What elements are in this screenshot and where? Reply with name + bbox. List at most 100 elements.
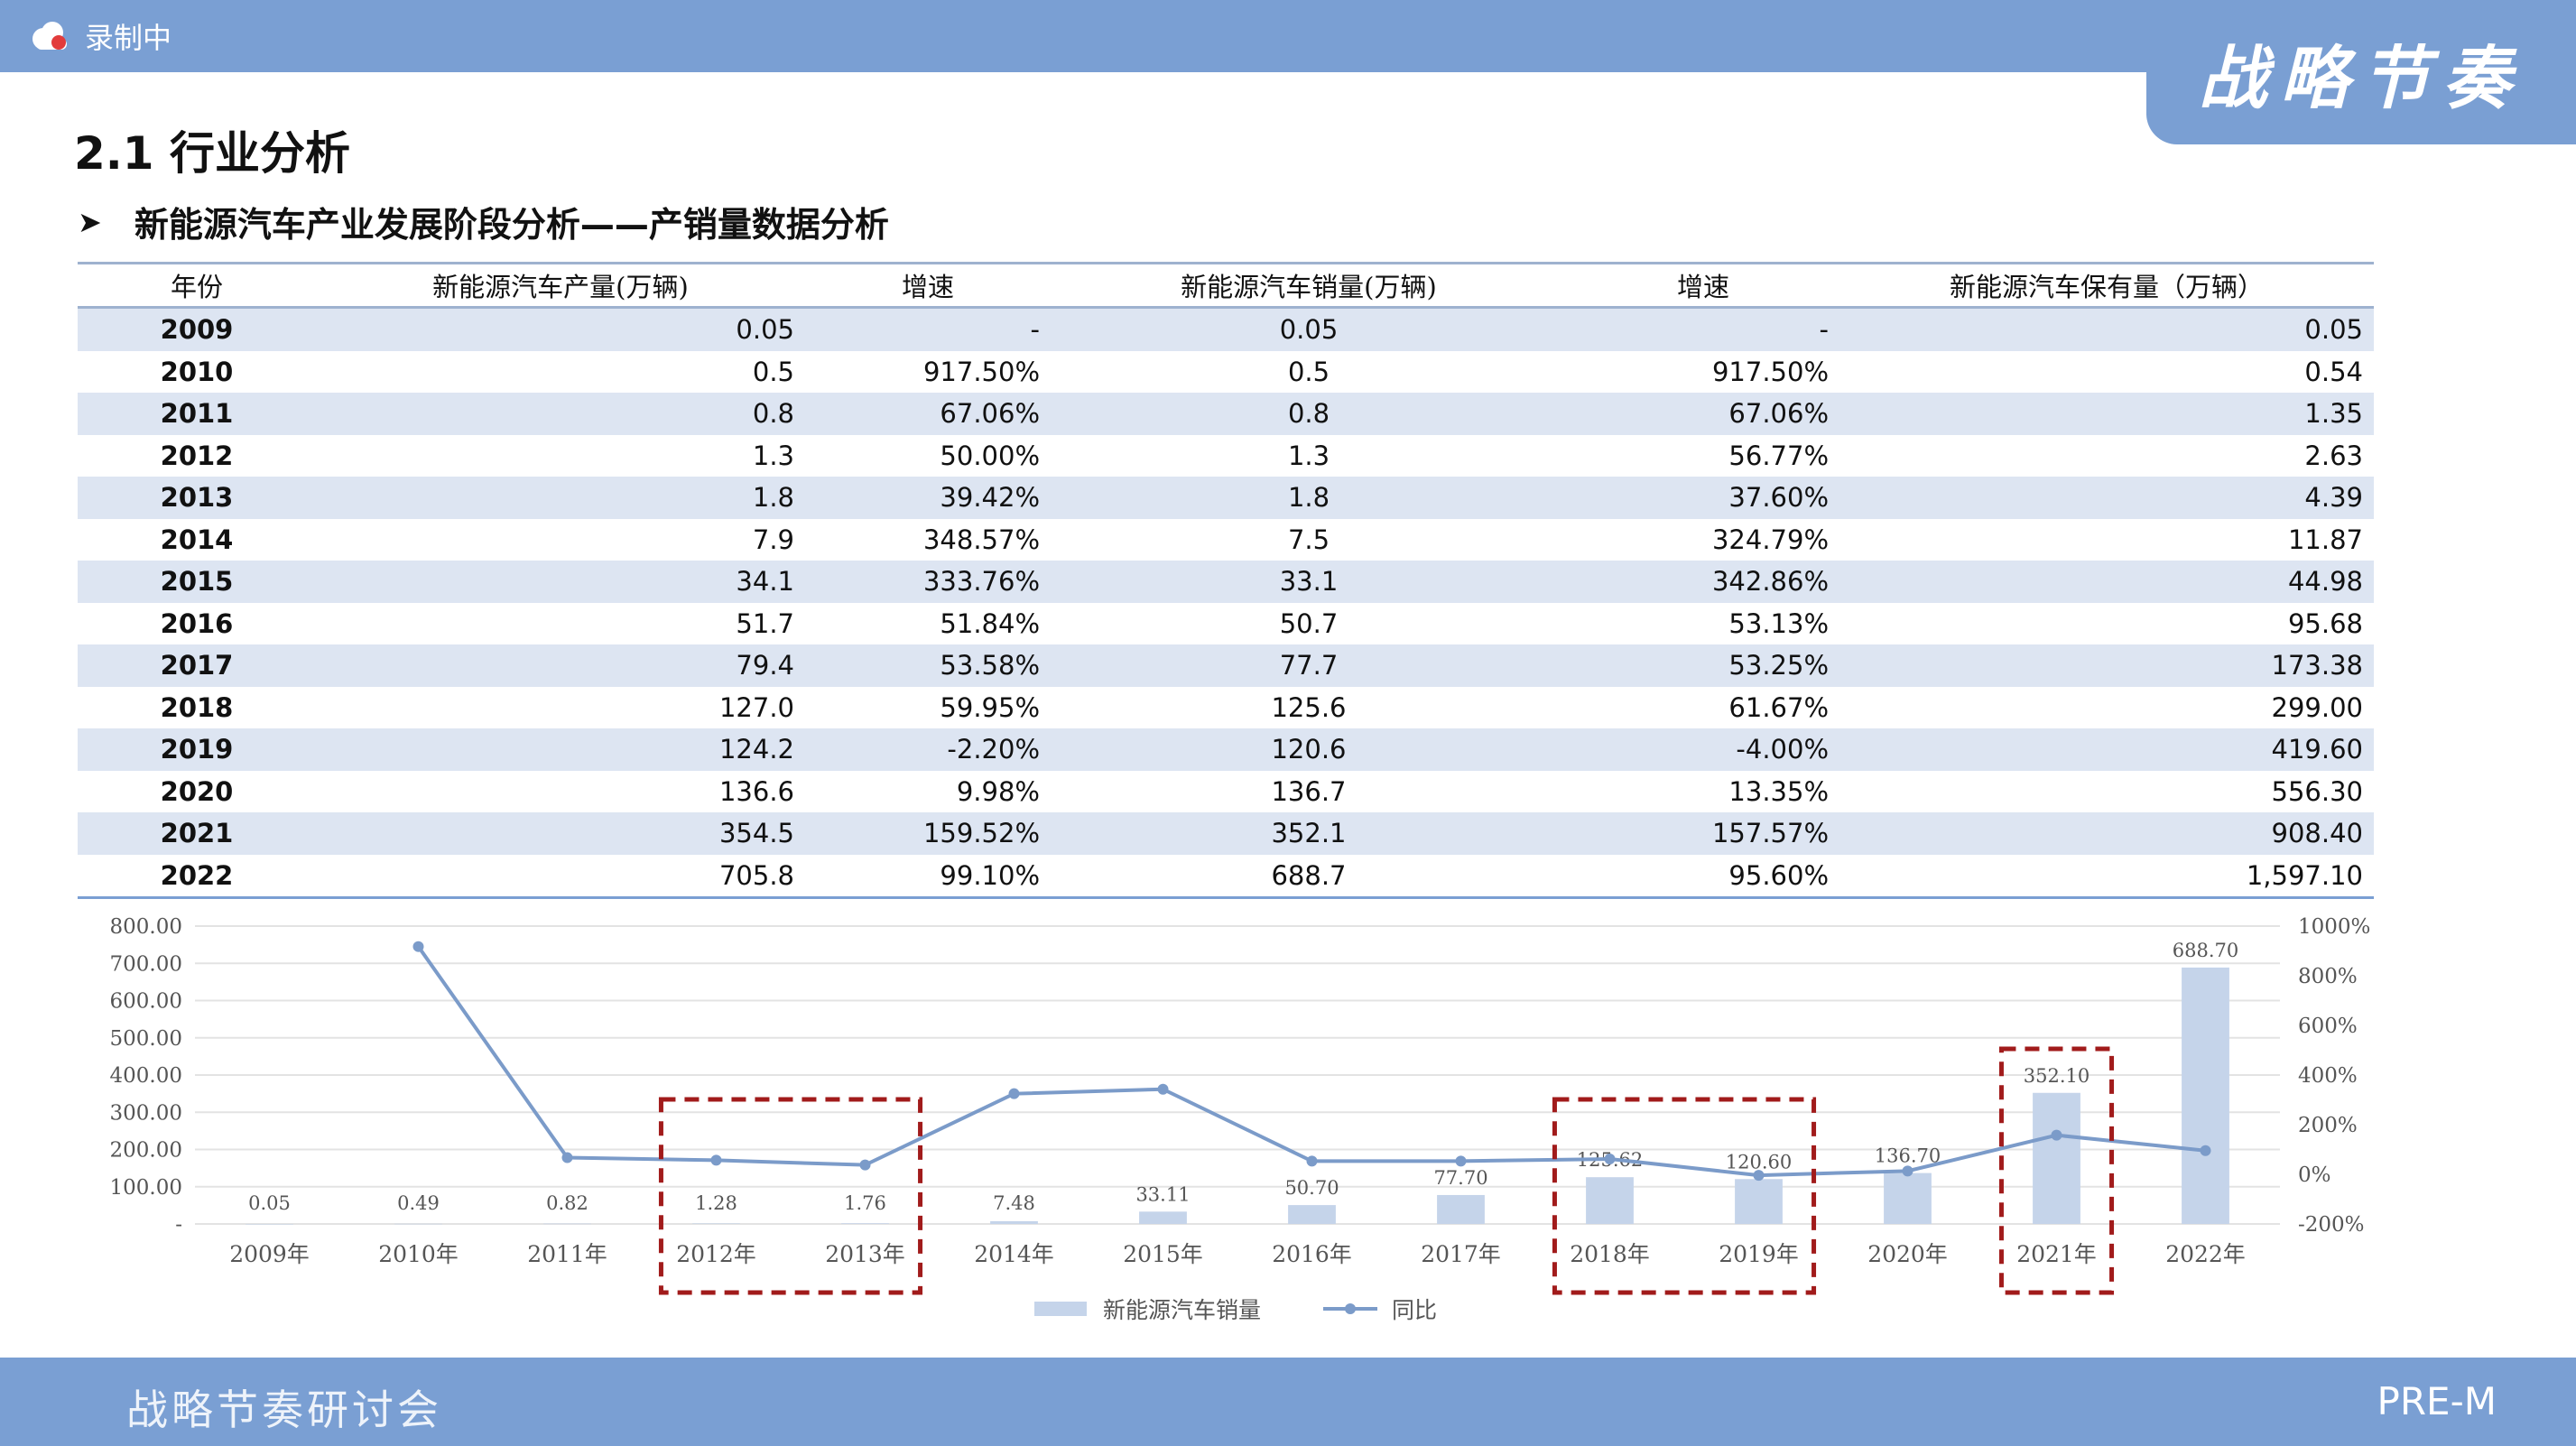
cell-production: 51.7 [736,607,794,639]
cell-sales: 0.8 [1051,393,1567,435]
x-tick-label: 2012年 [676,1241,756,1267]
cell-year: 2022 [78,854,316,899]
y-tick-label: 100.00 [110,1176,182,1200]
cell-sales-growth: 13.35% [1728,775,1829,807]
table-row: 2016 51.7 51.84% 50.7 53.13% 95.68 [78,603,2374,645]
cell-production: 0.05 [316,307,805,351]
x-tick-label: 2010年 [378,1241,459,1267]
cell-sales: 33.1 [1051,561,1567,603]
yoy-point [1604,1154,1616,1165]
cell-ownership: 0.54 [2304,356,2363,387]
highlight-box [1998,1046,2115,1295]
sales-bar [1139,1211,1187,1224]
x-tick-label: 2019年 [1719,1241,1799,1267]
cell-production: 34.1 [316,561,805,603]
cell-sales: 120.6 [1051,728,1567,771]
cell-ownership: 1.35 [1839,393,2374,435]
cell-sales-growth: 157.57% [1567,812,1839,855]
yoy-point [1157,1083,1169,1095]
cell-sales-growth: 67.06% [1567,393,1839,435]
cell-production: 136.6 [718,775,794,807]
table-row: 2018 127.0 59.95% 125.6 61.67% 299.00 [78,687,2374,729]
table-row: 2017 79.4 53.58% 77.7 53.25% 173.38 [78,644,2374,687]
arrow-bullet-icon: ➤ [78,204,102,239]
header-production-growth: 增速 [805,262,1051,309]
yoy-point [412,941,424,952]
footer-bar: 战略节奏研讨会 PRE-M [0,1358,2576,1446]
recording-label: 录制中 [85,21,172,55]
header-sales-growth: 增速 [1567,262,1839,309]
cell-sales-growth: 342.86% [1567,561,1839,603]
x-tick-label: 2017年 [1421,1241,1501,1267]
y2-tick-label: 0% [2298,1163,2331,1187]
table-row: 2020 136.6 9.98% 136.7 13.35% 556.30 [78,771,2374,813]
cell-sales-growth: 53.13% [1728,607,1829,639]
cell-sales: 1.3 [1287,440,1330,471]
bar-value-label: 0.49 [397,1192,440,1214]
x-tick-label: 2014年 [974,1241,1054,1267]
cell-sales-growth: 917.50% [1711,356,1829,387]
cell-ownership: 4.39 [1839,477,2374,519]
sales-bar [543,1223,591,1225]
y-tick-label: 700.00 [110,952,182,976]
x-tick-label: 2015年 [1123,1241,1203,1267]
bar-value-label: 1.76 [844,1192,886,1214]
yoy-point [2051,1129,2062,1141]
cell-production: 7.9 [752,524,794,555]
cell-production-growth: 39.42% [805,477,1051,519]
bar-value-label: 352.10 [2024,1065,2090,1087]
table-row: 2010 0.5 917.50% 0.5 917.50% 0.54 [78,351,2374,394]
yoy-point [1753,1170,1765,1182]
cell-sales: 7.5 [1287,524,1330,555]
cell-production-growth: -2.20% [805,728,1051,771]
cell-sales-growth: - [1567,307,1839,351]
subtitle-text: 新能源汽车产业发展阶段分析——产销量数据分析 [134,205,889,245]
cell-sales-growth: 95.60% [1567,854,1839,899]
yoy-point [561,1152,573,1163]
cell-production-growth: 333.76% [805,561,1051,603]
y-tick-label: 800.00 [110,915,182,939]
cell-ownership: 419.60 [1839,728,2374,771]
yoy-point [2200,1145,2211,1156]
cell-ownership: 173.38 [1839,644,2374,687]
x-tick-label: 2022年 [2165,1241,2246,1267]
header-sales: 新能源汽车销量(万辆) [1051,262,1567,309]
cell-sales-growth: 37.60% [1567,477,1839,519]
cell-sales-growth: 324.79% [1711,524,1829,555]
y2-tick-label: 600% [2298,1015,2358,1038]
footer-event-title: 战略节奏研讨会 [126,1386,442,1434]
cell-year: 2018 [160,691,234,723]
cell-ownership: 299.00 [2271,691,2363,723]
cell-production: 79.4 [316,644,805,687]
cell-sales: 688.7 [1051,854,1567,899]
cell-year: 2009 [78,307,316,351]
recording-indicator[interactable]: 录制中 [27,16,171,56]
cell-ownership: 11.87 [2287,524,2363,555]
y-tick-label: 600.00 [110,990,182,1014]
y2-tick-label: 200% [2298,1114,2358,1137]
footer-code: PRE-M [2377,1379,2497,1423]
table-row: 2019 124.2 -2.20% 120.6 -4.00% 419.60 [78,728,2374,771]
cell-production-growth: 348.57% [922,524,1040,555]
cell-year: 2017 [78,644,316,687]
table-row: 2012 1.3 50.00% 1.3 56.77% 2.63 [78,435,2374,477]
table-row: 2013 1.8 39.42% 1.8 37.60% 4.39 [78,477,2374,519]
legend-bar-label: 新能源汽车销量 [1103,1297,1261,1323]
cloud-record-icon [27,19,72,53]
header-ownership: 新能源汽车保有量（万辆） [1839,262,2374,309]
x-tick-label: 2018年 [1570,1241,1650,1267]
table-header-row: 年份 新能源汽车产量(万辆) 增速 新能源汽车销量(万辆) 增速 新能源汽车保有… [78,262,2374,309]
cell-ownership: 0.05 [1839,307,2374,351]
cell-year: 2015 [78,561,316,603]
yoy-point [710,1154,722,1166]
sales-bar [1437,1194,1485,1224]
cell-production-growth: 159.52% [805,812,1051,855]
bar-value-label: 136.70 [1875,1145,1941,1167]
y-tick-label: 200.00 [110,1139,182,1163]
table-row: 2009 0.05-0.05-0.05 [78,307,2374,351]
cell-sales: 0.05 [1051,307,1567,351]
cell-sales-growth: 53.25% [1567,644,1839,687]
production-sales-table: 年份 新能源汽车产量(万辆) 增速 新能源汽车销量(万辆) 增速 新能源汽车保有… [78,262,2374,899]
cell-production: 354.5 [316,812,805,855]
cell-production-growth: - [805,307,1051,351]
